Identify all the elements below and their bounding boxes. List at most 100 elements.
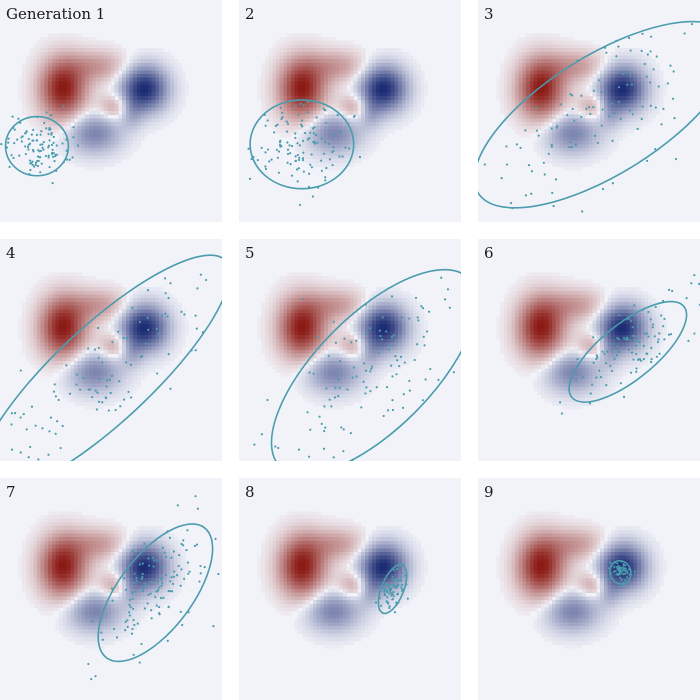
sample-point [397, 601, 400, 604]
heatmap [496, 511, 668, 649]
sample-point [634, 335, 637, 338]
sample-point [615, 565, 619, 569]
sample-point [182, 539, 185, 542]
sample-point [194, 349, 197, 352]
sample-point [629, 49, 632, 52]
sample-point [40, 130, 43, 133]
sample-point [641, 32, 644, 35]
sample-point [390, 592, 393, 595]
sample-point [349, 432, 352, 435]
sample-point [146, 316, 149, 319]
sample-point [163, 277, 167, 280]
sample-point [654, 147, 657, 151]
sample-point [124, 620, 127, 624]
sample-point [101, 401, 104, 404]
sample-point [592, 89, 595, 92]
sample-point [556, 124, 559, 128]
sample-point [401, 588, 404, 591]
sample-point [334, 386, 337, 389]
sample-point [13, 412, 17, 415]
sample-point [127, 390, 130, 394]
sample-point [308, 455, 311, 458]
sample-point [199, 564, 202, 568]
sample-point [596, 356, 599, 359]
sample-point [391, 598, 394, 601]
sample-point [170, 576, 173, 579]
sample-point [302, 104, 305, 107]
sample-point [111, 599, 114, 602]
sample-point [281, 116, 284, 119]
sample-point [87, 662, 90, 666]
sample-point [635, 344, 638, 347]
sample-point [36, 164, 39, 168]
sample-point [100, 631, 103, 634]
sample-point [276, 123, 279, 126]
sample-point [324, 176, 327, 179]
sample-point [687, 339, 690, 342]
sample-point [595, 376, 598, 379]
sample-point [690, 23, 694, 26]
sample-point [148, 564, 151, 567]
sample-point [575, 378, 578, 381]
sample-point [132, 618, 135, 622]
sample-point [250, 157, 253, 161]
sample-point [617, 101, 620, 104]
sample-point [193, 544, 196, 548]
sample-point [111, 340, 114, 344]
sample-point [558, 401, 562, 404]
sample-point [194, 314, 197, 317]
sample-point [332, 150, 335, 153]
sample-point [389, 587, 393, 590]
sample-point [635, 352, 638, 356]
sample-point [635, 370, 638, 373]
sample-point [115, 636, 119, 639]
sample-point [446, 288, 450, 291]
panel-1: Generation 1 [0, 0, 222, 222]
sample-point [622, 572, 625, 575]
sample-point [190, 349, 193, 352]
sample-point [616, 562, 619, 565]
sample-point [165, 555, 168, 559]
sample-point [316, 141, 319, 144]
sample-point [334, 341, 337, 344]
sample-point [346, 388, 349, 391]
sample-point [618, 314, 621, 317]
sample-point [152, 565, 155, 568]
sample-point [94, 675, 97, 678]
sample-point [375, 386, 378, 389]
sample-point [378, 329, 382, 332]
sample-point [180, 542, 183, 546]
sample-point [340, 426, 343, 429]
sample-point [622, 395, 626, 398]
sample-point [247, 147, 250, 150]
sample-point [37, 458, 40, 461]
sample-point [286, 141, 289, 144]
sample-point [573, 119, 576, 122]
sample-point [33, 165, 36, 168]
sample-point [62, 105, 65, 108]
sample-point [637, 358, 640, 361]
sample-point [616, 336, 619, 340]
sample-point [97, 346, 100, 350]
sample-point [124, 629, 127, 632]
heatmap [257, 511, 429, 649]
sample-point [624, 572, 627, 575]
sample-point [424, 378, 427, 381]
sample-point [452, 371, 455, 374]
sample-point [297, 113, 300, 117]
sample-point [166, 639, 169, 642]
sample-point [392, 568, 395, 571]
sample-point [54, 432, 57, 435]
sample-points [478, 23, 694, 213]
sample-point [307, 185, 311, 189]
sample-point [406, 597, 409, 600]
heatmap [496, 272, 668, 410]
sample-point [47, 156, 50, 159]
sample-point [32, 139, 35, 142]
sample-point [655, 355, 658, 358]
sample-point [204, 278, 208, 282]
panel-6: 6 [478, 239, 700, 461]
sample-point [161, 577, 164, 580]
sample-point [421, 399, 424, 402]
sample-point [390, 335, 394, 339]
